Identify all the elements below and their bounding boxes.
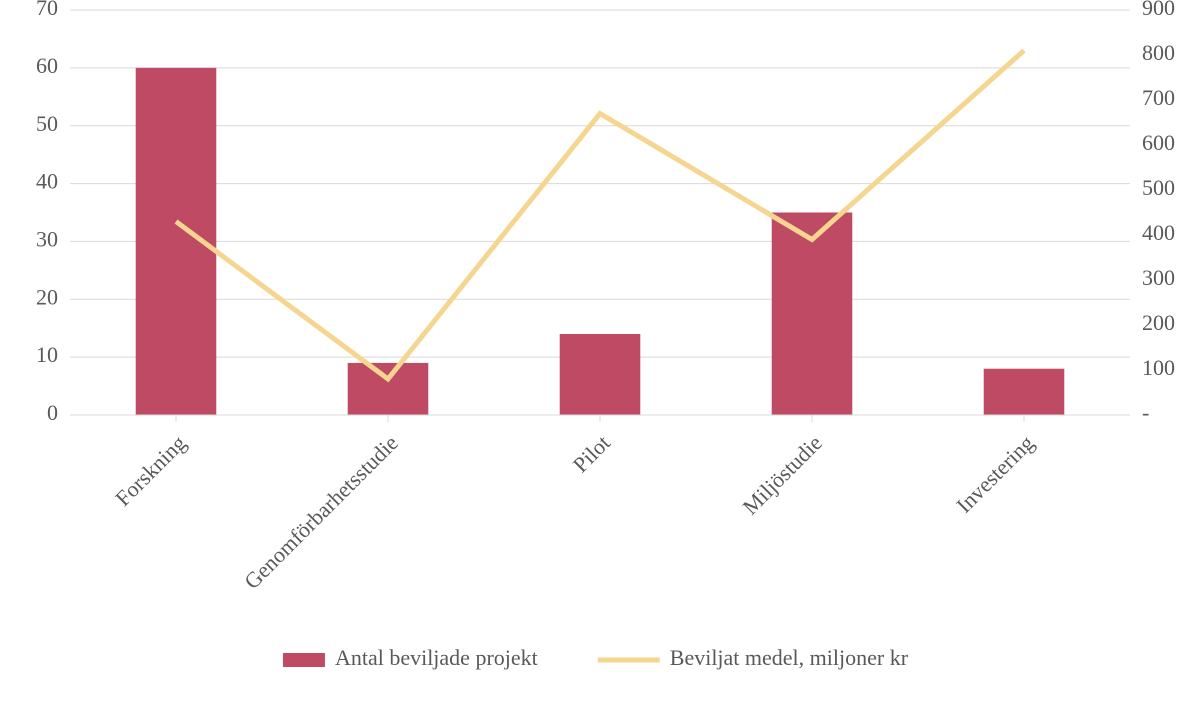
left-axis-tick-label: 10 bbox=[36, 342, 58, 367]
bar bbox=[560, 334, 641, 415]
right-axis-tick-label: 300 bbox=[1142, 265, 1175, 290]
left-axis-tick-label: 0 bbox=[47, 400, 58, 425]
bar bbox=[772, 213, 853, 416]
left-axis-tick-label: 70 bbox=[36, 0, 58, 20]
legend-label: Beviljat medel, miljoner kr bbox=[670, 645, 909, 670]
right-axis-tick-label: 200 bbox=[1142, 310, 1175, 335]
right-axis-tick-label: - bbox=[1142, 400, 1149, 425]
right-axis-tick-label: 400 bbox=[1142, 220, 1175, 245]
right-axis-tick-label: 600 bbox=[1142, 130, 1175, 155]
left-axis-tick-label: 50 bbox=[36, 111, 58, 136]
right-axis-tick-label: 800 bbox=[1142, 40, 1175, 65]
right-axis-tick-label: 500 bbox=[1142, 175, 1175, 200]
right-axis-tick-label: 900 bbox=[1142, 0, 1175, 20]
left-axis-tick-label: 40 bbox=[36, 169, 58, 194]
right-axis-tick-label: 700 bbox=[1142, 85, 1175, 110]
legend-swatch-bar bbox=[283, 653, 325, 667]
left-axis-tick-label: 30 bbox=[36, 226, 58, 251]
chart-container: 0 10 20 30 40 50 60 70 - 100 200 300 400 500 600 700 800… bbox=[0, 0, 1191, 710]
bar bbox=[348, 363, 429, 415]
right-axis-tick-label: 100 bbox=[1142, 355, 1175, 380]
left-axis-tick-label: 60 bbox=[36, 53, 58, 78]
legend-label: Antal beviljade projekt bbox=[335, 645, 538, 670]
combo-chart: 0 10 20 30 40 50 60 70 - 100 200 300 400 500 600 700 800… bbox=[0, 0, 1191, 710]
bar bbox=[984, 369, 1065, 415]
left-axis-tick-label: 20 bbox=[36, 284, 58, 309]
